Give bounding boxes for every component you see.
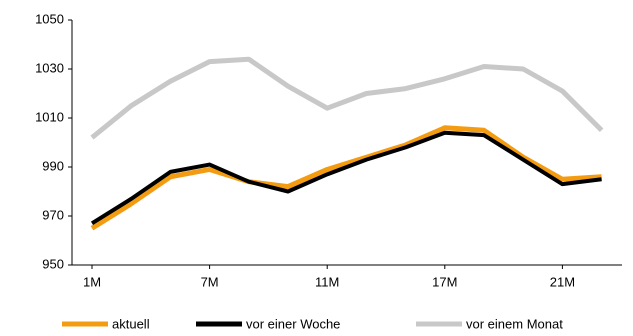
y-tick-label: 970: [42, 207, 64, 222]
series-line: [90, 56, 604, 140]
y-tick-label: 1050: [35, 11, 64, 26]
series-line: [90, 125, 602, 231]
x-tick-label: 11M: [315, 274, 339, 289]
legend-label: aktuell: [112, 316, 150, 331]
x-tick-label: 17M: [432, 274, 457, 289]
y-tick-label: 1010: [35, 109, 64, 124]
x-tick-label: 21M: [550, 274, 575, 289]
series-line: [90, 130, 602, 226]
y-tick-label: 950: [42, 256, 64, 271]
legend-label: vor einer Woche: [246, 316, 340, 331]
legend-label: vor einem Monat: [466, 316, 563, 331]
x-tick-label: 1M: [83, 274, 101, 289]
x-tick-label: 7M: [201, 274, 219, 289]
y-tick-label: 1030: [35, 60, 64, 75]
y-tick-label: 990: [42, 158, 64, 173]
